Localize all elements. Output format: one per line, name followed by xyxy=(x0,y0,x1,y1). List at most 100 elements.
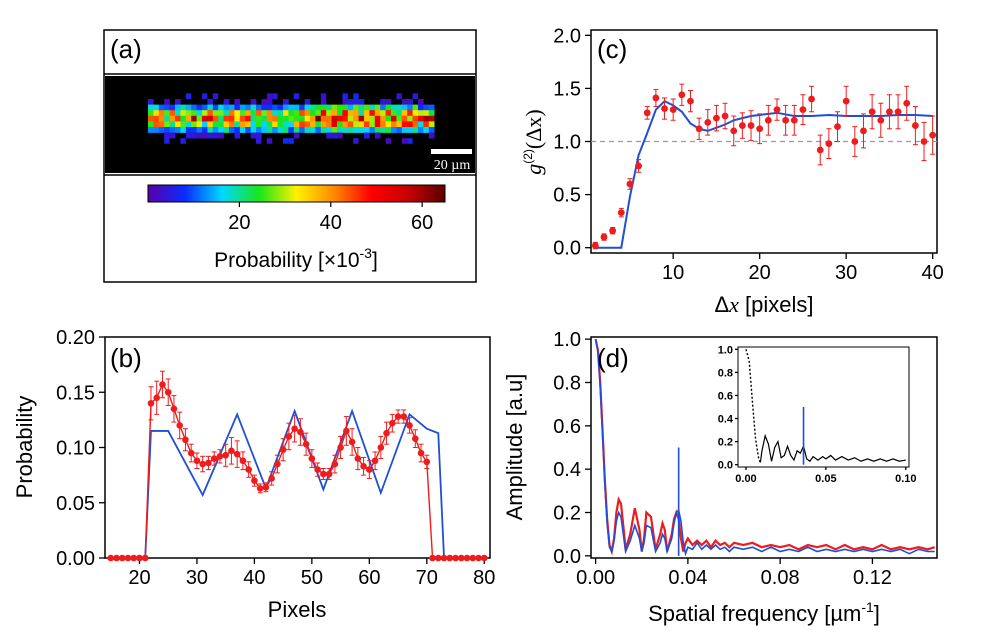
heatmap-cell xyxy=(401,127,408,133)
heatmap-cell xyxy=(169,121,176,128)
data-point-b xyxy=(463,554,471,562)
data-point-b xyxy=(297,428,304,436)
heatmap-cell xyxy=(331,110,338,117)
data-point-b xyxy=(331,460,339,468)
heatmap-cell xyxy=(418,110,424,117)
data-point-b xyxy=(291,425,298,433)
heatmap-cell xyxy=(310,110,316,117)
data-line-b xyxy=(110,383,485,559)
data-point-b xyxy=(159,381,166,388)
heatmap-cell xyxy=(293,104,300,111)
heatmap-cell xyxy=(380,110,386,117)
heatmap-cell xyxy=(148,99,154,105)
panel-d-ytick-label: 0.4 xyxy=(553,459,581,481)
data-point-b xyxy=(354,455,362,462)
heatmap-cell xyxy=(342,121,349,128)
model-line-c xyxy=(595,99,933,249)
heatmap-cell xyxy=(428,110,435,117)
heatmap-cell xyxy=(428,127,435,133)
heatmap-cell xyxy=(158,104,165,111)
heatmap-image xyxy=(148,93,435,144)
heatmap-cell xyxy=(320,115,327,122)
heatmap-cell xyxy=(207,121,214,128)
data-point-b xyxy=(274,460,281,468)
data-point-b xyxy=(107,554,115,562)
heatmap-cell xyxy=(266,93,273,99)
heatmap-cell xyxy=(212,93,219,99)
heatmap-cell xyxy=(207,110,214,117)
spectrum-line-red xyxy=(594,338,936,556)
heatmap-cell xyxy=(353,138,359,144)
heatmap-cell xyxy=(401,138,408,144)
heatmap-cell xyxy=(185,121,192,128)
data-point-c xyxy=(816,146,824,154)
data-point-b xyxy=(222,451,229,459)
heatmap-cell xyxy=(175,115,181,122)
data-point-b xyxy=(406,422,413,429)
data-point-b xyxy=(187,449,195,457)
panel-b-ytick-label: 0.00 xyxy=(56,548,95,570)
heatmap-cell xyxy=(293,121,300,128)
panel-d-axes-frame xyxy=(590,336,938,559)
heatmap-cell xyxy=(218,115,224,122)
heatmap-cell xyxy=(342,93,348,99)
scale-bar xyxy=(431,149,472,154)
heatmap-cell xyxy=(218,132,224,139)
heatmap-cell xyxy=(407,104,413,111)
data-point-b xyxy=(113,554,120,562)
heatmap-cell xyxy=(418,99,424,105)
data-point-b xyxy=(176,422,184,429)
heatmap-cell xyxy=(293,132,300,139)
heatmap-cell xyxy=(212,127,219,133)
data-point-b xyxy=(164,388,172,396)
data-point-b xyxy=(457,554,465,562)
heatmap-cell xyxy=(353,127,359,133)
data-point-b xyxy=(411,435,419,442)
heatmap-cell xyxy=(164,127,170,133)
heatmap-cell xyxy=(196,132,203,139)
heatmap-cell xyxy=(374,115,381,122)
heatmap-cell xyxy=(223,121,230,128)
heatmap-cell xyxy=(185,104,192,111)
heatmap-cell xyxy=(380,121,386,128)
data-point-c xyxy=(773,106,781,114)
heatmap-cell xyxy=(148,115,154,122)
heatmap-cell xyxy=(326,104,332,111)
heatmap-cell xyxy=(250,121,257,128)
panel-d-label: (d) xyxy=(597,343,629,373)
heatmap-cell xyxy=(347,99,354,105)
heatmap-cell xyxy=(364,127,370,133)
heatmap-cell xyxy=(250,110,257,117)
panel-d-ylabel: Amplitude [a.u] xyxy=(502,374,527,521)
heatmap-cell xyxy=(358,104,365,111)
data-point-c xyxy=(929,131,937,139)
inset-line xyxy=(759,433,906,463)
heatmap-cell xyxy=(396,121,403,128)
heatmap-cell xyxy=(229,110,235,117)
heatmap-cell xyxy=(272,115,278,122)
heatmap-cell xyxy=(185,127,192,133)
heatmap-cell xyxy=(261,104,268,111)
heatmap-cell xyxy=(164,110,170,117)
heatmap-cell xyxy=(261,121,268,128)
heatmap-cell xyxy=(277,115,284,122)
heatmap-cell xyxy=(207,104,214,111)
heatmap-cell xyxy=(364,104,370,111)
data-point-b xyxy=(136,554,143,562)
heatmap-cell xyxy=(293,110,300,117)
heatmap-cell xyxy=(261,115,268,122)
heatmap-cell xyxy=(320,110,327,117)
heatmap-cell xyxy=(256,115,262,122)
data-point-b xyxy=(228,447,235,455)
data-point-b xyxy=(251,477,258,484)
panel-d-ytick-label: 0.6 xyxy=(553,416,581,438)
data-point-c xyxy=(860,127,867,135)
heatmap-cell xyxy=(223,110,230,117)
heatmap-cell xyxy=(272,110,278,117)
heatmap-cell xyxy=(391,104,397,111)
heatmap-cell xyxy=(396,115,403,122)
heatmap-cell xyxy=(353,121,359,128)
inset-ytick-label: 0.8 xyxy=(718,367,733,379)
heatmap-cell xyxy=(353,115,359,122)
